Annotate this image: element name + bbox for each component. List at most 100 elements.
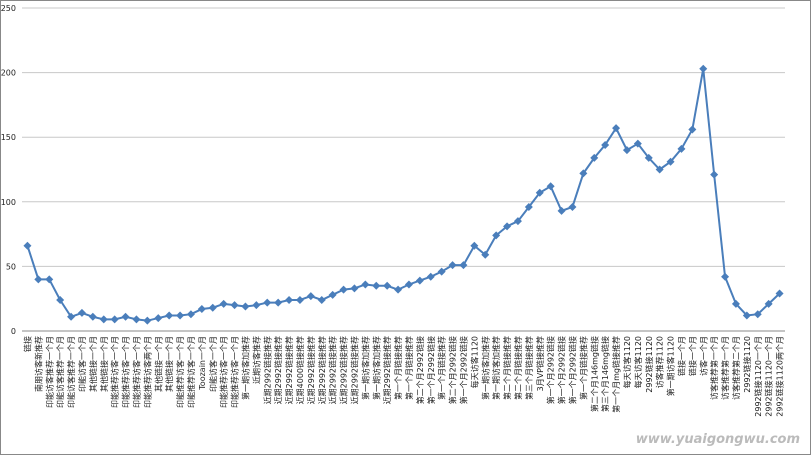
marker [241, 302, 250, 311]
marker [274, 298, 283, 307]
marker [143, 316, 152, 325]
x-tick-label: 近期4000链接推荐 [295, 336, 305, 404]
marker [99, 315, 108, 324]
x-tick-label: 印能推荐访客一个月 [175, 336, 185, 408]
marker [546, 182, 555, 191]
marker [339, 285, 348, 294]
x-tick-label: 印能访客推荐一个月 [66, 336, 76, 408]
marker [132, 315, 141, 324]
x-tick-label: 第一期访客1120 [666, 336, 676, 396]
marker [45, 275, 54, 284]
x-tick-label: 近期2992链接推荐 [349, 336, 359, 404]
x-tick-label: 链接一个月 [687, 336, 697, 376]
marker [426, 272, 435, 281]
watermark: www.yuaigongwu.com [636, 432, 800, 447]
marker [459, 261, 468, 270]
marker [23, 241, 32, 250]
x-tick-label: 第一期访客加推荐 [371, 336, 381, 400]
marker [372, 281, 381, 290]
x-tick-label: 第一期访客加推荐 [240, 336, 250, 400]
marker [34, 275, 43, 284]
marker [612, 124, 621, 133]
marker [492, 231, 501, 240]
marker [383, 281, 392, 290]
x-tick-label: 第二个月2992链接 [448, 336, 458, 404]
x-tick-label: 访客推荐第一个月 [720, 336, 730, 400]
x-tick-label: 每天访客1120 [469, 336, 479, 388]
x-tick-label: 第二个月146mg链接 [589, 336, 599, 412]
x-tick-label: 印能访客推荐一个月 [44, 336, 54, 408]
marker [219, 299, 228, 308]
x-tick-label: 印能访客一个月 [208, 336, 218, 392]
x-tick-label: 近期2992链接推荐 [317, 336, 327, 404]
x-tick-label: 访客推荐第一个月 [709, 336, 719, 400]
x-tick-label: 其他链接一个月 [164, 336, 174, 392]
y-tick-label: 250 [1, 4, 16, 13]
marker [361, 280, 370, 289]
marker [775, 289, 784, 298]
marker [535, 188, 544, 197]
x-tick-label: 第二个月2992链接 [415, 336, 425, 404]
marker [328, 290, 337, 299]
marker [688, 125, 697, 134]
marker [317, 295, 326, 304]
marker [67, 312, 76, 321]
marker [513, 217, 522, 226]
marker [666, 157, 675, 166]
marker [437, 267, 446, 276]
x-tick-label: 近期2992链接推荐 [306, 336, 316, 404]
x-tick-label: 第三个月146mg链接 [600, 336, 610, 412]
marker [197, 305, 206, 314]
marker [644, 153, 653, 162]
x-tick-label: 第二个月链接推荐 [513, 336, 523, 400]
marker [285, 295, 294, 304]
marker [295, 295, 304, 304]
x-tick-label: 每天访客1120 [633, 336, 643, 388]
marker [448, 261, 457, 270]
x-tick-label: 印能推荐访客一个月 [131, 336, 141, 408]
x-tick-label: 第一个月链接推荐 [437, 336, 447, 400]
x-tick-label: 3月VP链接推荐 [535, 336, 545, 391]
x-tick-label: 其他链接一个月 [153, 336, 163, 392]
marker [710, 170, 719, 179]
marker [252, 301, 261, 310]
marker [524, 202, 533, 211]
marker [306, 292, 315, 301]
x-tick-label: 印能推荐访客一个月 [186, 336, 196, 408]
x-tick-label: 访客推荐第二个月 [731, 336, 741, 400]
x-tick-label: 印能推荐访客一个月 [230, 336, 240, 408]
x-tick-label: Toozain一个月 [198, 336, 207, 391]
marker [721, 272, 730, 281]
marker [677, 144, 686, 153]
marker [263, 298, 272, 307]
marker [77, 308, 86, 317]
marker [470, 241, 479, 250]
marker [176, 311, 185, 320]
x-tick-label: 近期访客推荐 [251, 336, 261, 384]
y-tick-label: 50 [6, 262, 16, 271]
x-tick-label: 访客推荐1120 [655, 336, 665, 388]
x-tick-label: 2992链接1120一个月 [764, 336, 774, 417]
marker [56, 295, 65, 304]
marker [590, 153, 599, 162]
marker [394, 285, 403, 294]
x-tick-label: 2992链接1120 [742, 336, 752, 393]
y-tick-label: 150 [1, 133, 16, 142]
marker [731, 299, 740, 308]
x-tick-label: 南朋访客新推荐 [33, 336, 43, 392]
x-tick-label: 第一个月mg链接推荐 [611, 336, 621, 413]
y-tick-label: 0 [11, 327, 16, 336]
line [26, 68, 781, 322]
marker [350, 284, 359, 293]
x-tick-label: 第一个月链接推荐 [404, 336, 414, 400]
x-tick-label: 访客一个月 [698, 336, 708, 376]
x-tick-label: 近期2992链接推荐 [273, 336, 283, 404]
y-tick-label: 200 [1, 69, 16, 78]
x-tick-label: 链接 [22, 336, 32, 352]
x-tick-label: 印能推荐访客一个月 [110, 336, 120, 408]
x-tick-label: 印能推荐访客一个月 [219, 336, 229, 408]
x-tick-label: 印能访客一个月 [77, 336, 87, 392]
x-tick-label: 第一期访客加推荐 [491, 336, 501, 400]
